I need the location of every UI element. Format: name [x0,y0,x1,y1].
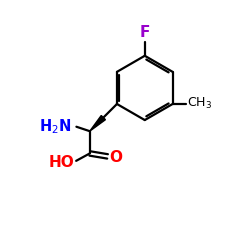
Text: CH$_3$: CH$_3$ [188,96,212,111]
Polygon shape [90,116,106,131]
Text: O: O [109,150,122,165]
Text: H$_2$N: H$_2$N [39,117,72,136]
Text: HO: HO [49,154,74,170]
Text: F: F [140,26,150,40]
